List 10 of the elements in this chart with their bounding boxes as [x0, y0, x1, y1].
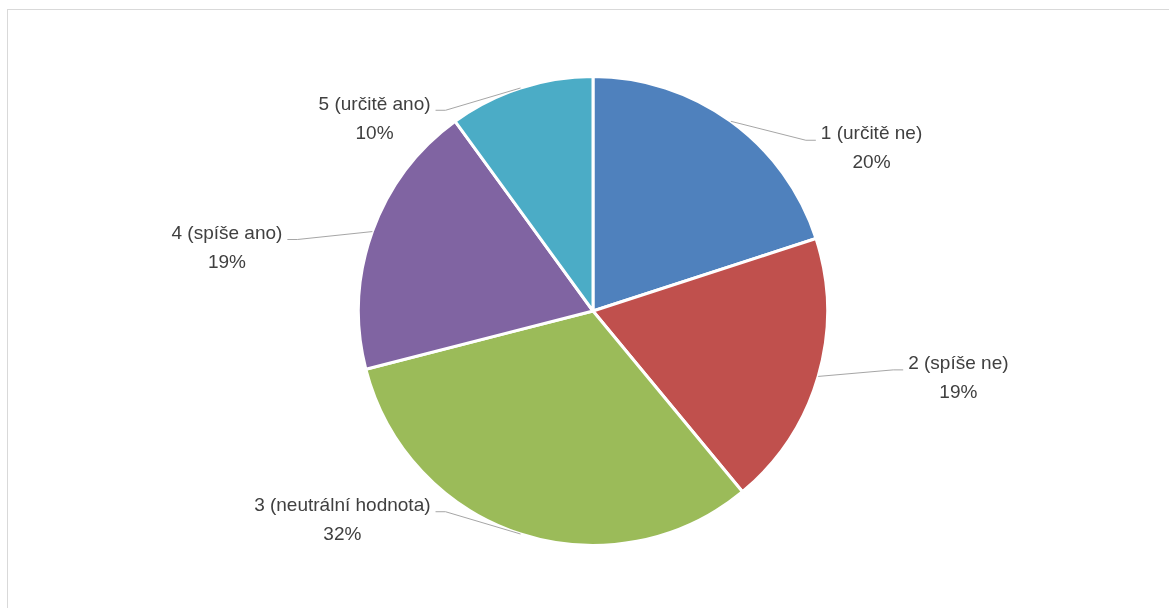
- slice-label: 2 (spíše ne): [908, 352, 1009, 374]
- slice-label: 1 (určitě ne): [820, 122, 923, 144]
- slice-label: 4 (spíše ano): [171, 221, 283, 243]
- data-label: 10%: [355, 121, 394, 143]
- slice-label: 3 (neutrální hodnota): [254, 493, 431, 515]
- slice-label: 5 (určitě ano): [318, 92, 431, 114]
- data-label: 19%: [207, 250, 247, 272]
- data-label: 19%: [939, 381, 978, 403]
- data-label: 32%: [323, 522, 362, 544]
- data-label: 20%: [852, 151, 891, 173]
